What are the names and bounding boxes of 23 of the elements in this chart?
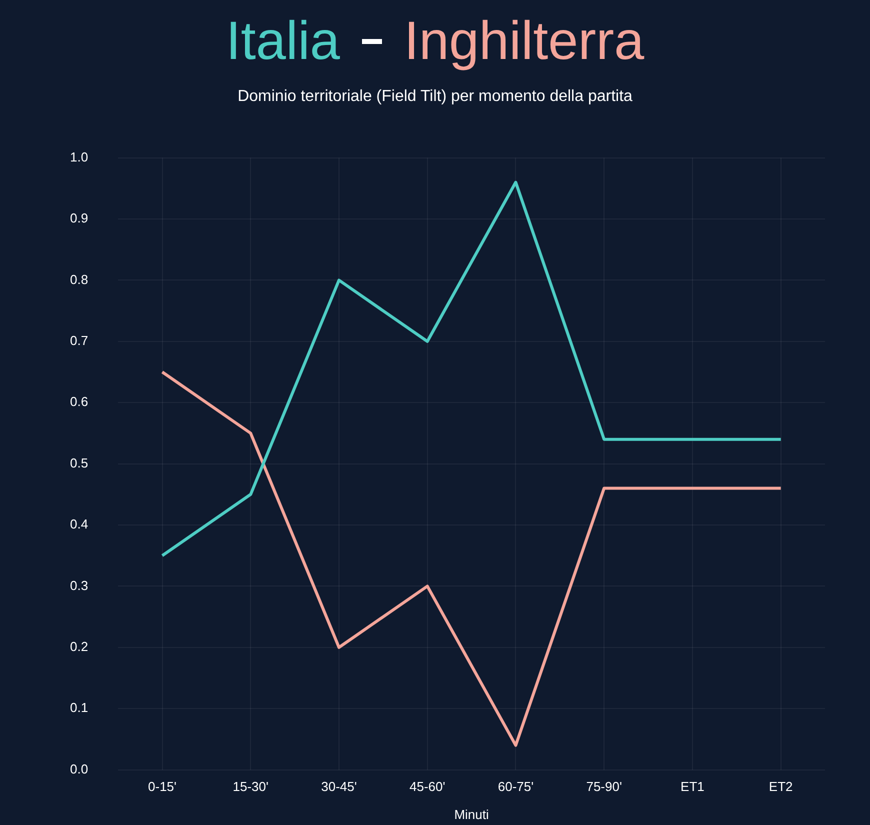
y-tick-label: 0.7 bbox=[70, 332, 88, 348]
x-tick-label: 75-90' bbox=[586, 779, 622, 794]
x-tick-label: ET2 bbox=[768, 779, 793, 794]
x-axis-title: Minuti bbox=[454, 806, 489, 822]
y-tick-label: 0.9 bbox=[70, 210, 88, 226]
y-tick-label: 1.0 bbox=[70, 149, 88, 164]
x-tick-label: 0-15' bbox=[148, 779, 177, 794]
chart-subtitle: Dominio territoriale (Field Tilt) per momento della partita bbox=[236, 88, 634, 106]
y-tick-label: 0.6 bbox=[70, 394, 88, 410]
y-tick-label: 0.8 bbox=[70, 272, 88, 287]
x-tick-label: 30-45' bbox=[321, 779, 357, 794]
x-tick-label: ET1 bbox=[680, 779, 704, 794]
y-tick-label: 0.1 bbox=[70, 700, 88, 716]
text: Inghilterra bbox=[404, 10, 644, 73]
x-tick-label: 15-30' bbox=[232, 779, 268, 794]
y-tick-label: 0.2 bbox=[70, 638, 88, 654]
y-tick-label: 0.4 bbox=[70, 516, 88, 532]
y-tick-label: 0.3 bbox=[70, 578, 88, 593]
y-tick-label: 0.5 bbox=[70, 455, 88, 470]
y-tick-label: 0.0 bbox=[70, 761, 88, 776]
x-tick-label: 60-75' bbox=[498, 779, 534, 794]
text: Italia bbox=[226, 10, 340, 73]
x-tick-label: 45-60' bbox=[409, 779, 446, 794]
